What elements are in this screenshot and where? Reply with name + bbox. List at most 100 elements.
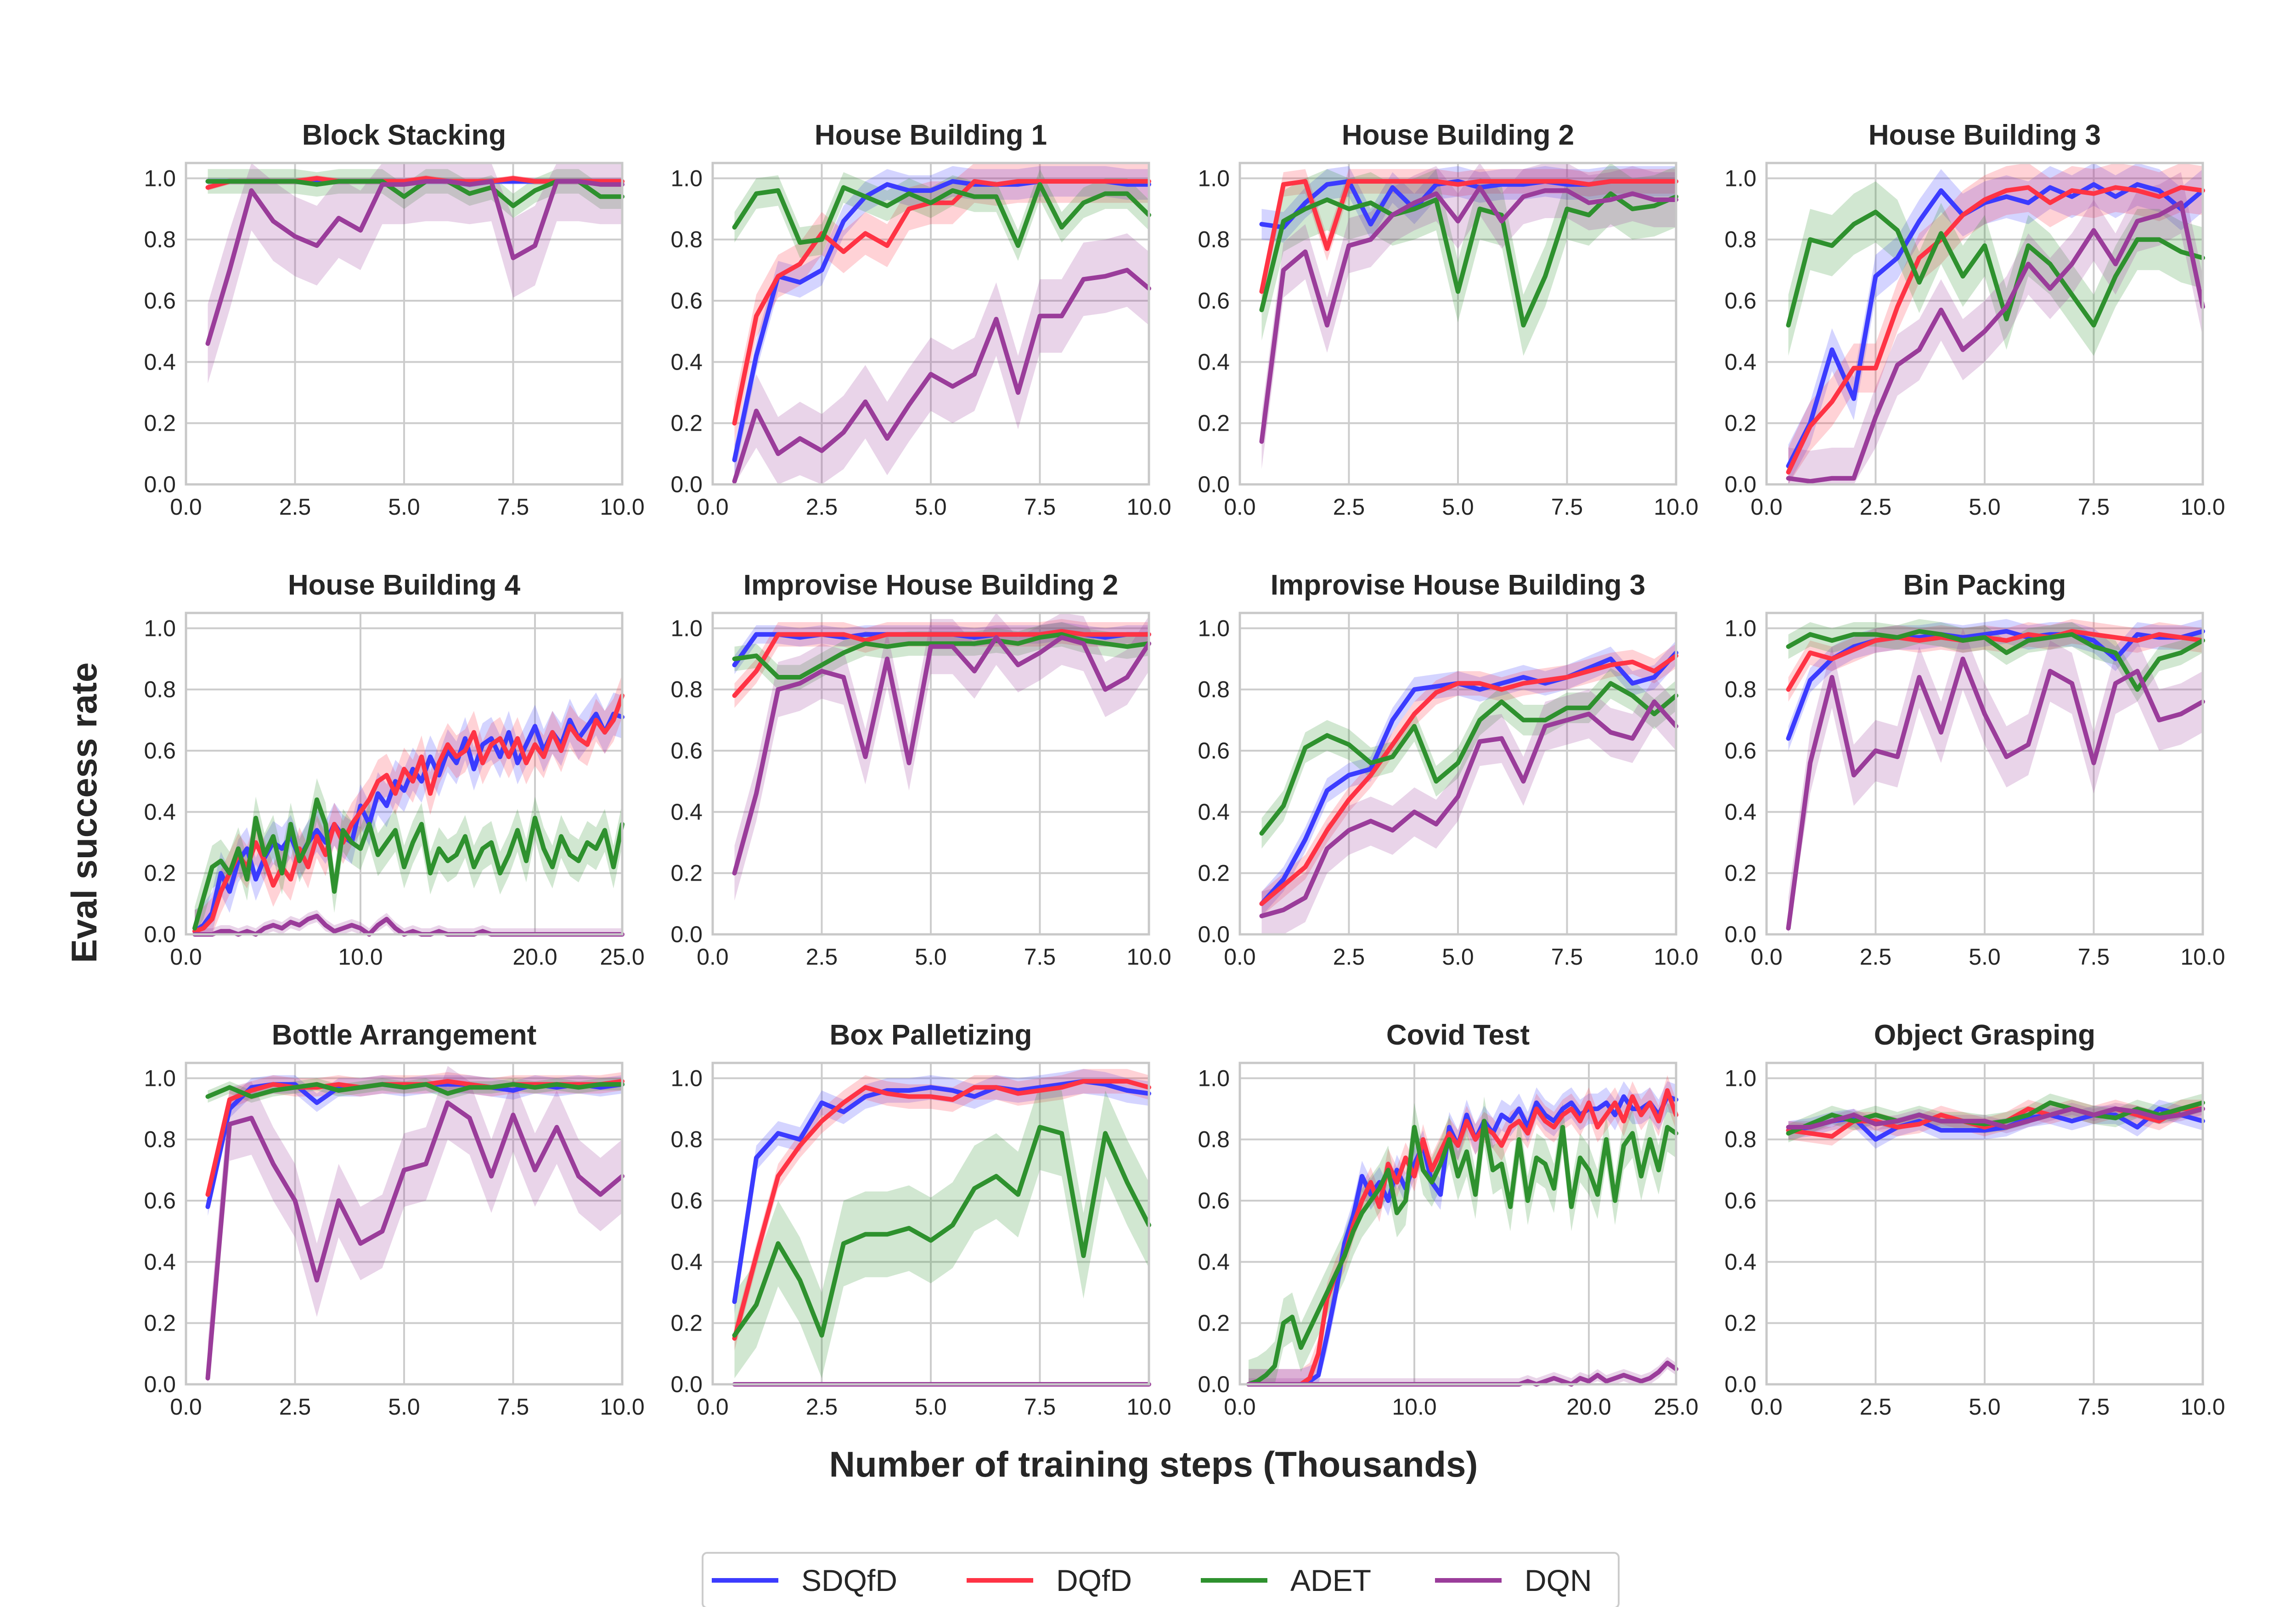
- panel-title: Box Palletizing: [830, 1019, 1032, 1051]
- series-line-dqfd: [732, 1079, 1151, 1341]
- x-tick-label: 5.0: [1969, 494, 2001, 520]
- panel-title: Bin Packing: [1903, 569, 2066, 601]
- y-tick-label: 0.6: [1198, 738, 1230, 764]
- series-line-dqfd: [732, 629, 1151, 698]
- legend-label: ADET: [1290, 1563, 1371, 1597]
- panel-house-building-2: 0.0 0.2 0.4 0.6 0.8 1.0 0.0 2.5 5.0 7.5 10.0 House …: [1198, 119, 1698, 520]
- band-dqn: [1261, 677, 1676, 934]
- x-tick-label: 7.5: [1551, 944, 1583, 970]
- x-tick-label: 2.5: [1860, 944, 1892, 970]
- legend-entry-adet: ADET: [1201, 1563, 1371, 1597]
- plot-frame: [1238, 1062, 1677, 1386]
- y-tick-label: 0.2: [144, 1310, 176, 1336]
- x-tick-label: 5.0: [388, 1394, 420, 1420]
- y-tick-label: 0.6: [670, 288, 703, 314]
- series-line-dqn: [205, 1100, 625, 1381]
- panel-title: Improvise House Building 3: [1271, 569, 1645, 601]
- panel-title: House Building 3: [1868, 119, 2101, 151]
- legend-label: DQfD: [1056, 1563, 1132, 1597]
- series-line-sdqfd: [1786, 182, 2205, 468]
- panel-title: House Building 1: [815, 119, 1047, 151]
- y-tick-label: 0.4: [1198, 349, 1230, 375]
- y-tick-label: 0.0: [1724, 1371, 1756, 1397]
- x-tick-label: 10.0: [1654, 494, 1698, 520]
- x-tick-label: 25.0: [1654, 1394, 1698, 1420]
- panel-bin-packing: 0.0 0.2 0.4 0.6 0.8 1.0 0.0 2.5 5.0 7.5 10.0 Bin Pa…: [1724, 569, 2225, 970]
- y-tick-label: 1.0: [670, 615, 703, 641]
- series-line-adet: [205, 1082, 625, 1099]
- y-tick-label: 1.0: [1724, 165, 1756, 191]
- x-tick-label: 7.5: [497, 1394, 529, 1420]
- y-tick-label: 1.0: [670, 1065, 703, 1091]
- band-dqn: [208, 163, 622, 383]
- panel-box-palletizing: 0.0 0.2 0.4 0.6 0.8 1.0 0.0 2.5 5.0 7.5 10.0 Box Pa…: [670, 1019, 1171, 1420]
- band-dqn: [734, 613, 1149, 901]
- plot-frame: [185, 162, 624, 486]
- y-tick-label: 0.8: [670, 677, 703, 702]
- x-tick-label: 0.0: [1750, 1394, 1783, 1420]
- y-tick-label: 1.0: [1198, 1065, 1230, 1091]
- y-tick-label: 0.4: [1724, 1249, 1756, 1275]
- series-line-dqn: [732, 635, 1151, 876]
- plot-frame: [185, 1062, 624, 1386]
- series-line-adet: [1786, 629, 2205, 692]
- y-tick-label: 0.4: [1724, 349, 1756, 375]
- series-line-adet: [732, 1125, 1151, 1338]
- y-tick-label: 0.0: [1198, 921, 1230, 947]
- panel-title: Object Grasping: [1874, 1019, 2095, 1051]
- band-sdqfd: [1249, 1081, 1676, 1384]
- x-tick-label: 5.0: [915, 944, 947, 970]
- x-tick-label: 2.5: [806, 944, 838, 970]
- x-tick-label: 10.0: [1126, 944, 1171, 970]
- y-tick-label: 0.4: [1198, 799, 1230, 825]
- x-tick-label: 0.0: [1750, 494, 1783, 520]
- subplot-grid: 0.0 0.2 0.4 0.6 0.8 1.0 0.0 2.5 5.0 7.5 10.0 Block …: [144, 119, 2225, 1420]
- y-tick-label: 0.6: [144, 738, 176, 764]
- y-tick-label: 0.8: [670, 227, 703, 253]
- y-tick-label: 0.4: [1724, 799, 1756, 825]
- y-tick-label: 0.0: [670, 472, 703, 497]
- plot-frame: [1238, 612, 1677, 936]
- y-tick-label: 0.2: [670, 410, 703, 436]
- panel-title: Covid Test: [1386, 1019, 1530, 1051]
- legend-box: [702, 1552, 1620, 1607]
- x-tick-label: 2.5: [1860, 1394, 1892, 1420]
- y-tick-label: 0.2: [144, 410, 176, 436]
- y-tick-label: 0.6: [144, 1188, 176, 1214]
- y-axis-label: Eval success rate: [64, 663, 104, 963]
- panel-improvise-house-building-3: 0.0 0.2 0.4 0.6 0.8 1.0 0.0 2.5 5.0 7.5 10.0 Improv…: [1198, 569, 1698, 970]
- panel-bottle-arrangement: 0.0 0.2 0.4 0.6 0.8 1.0 0.0 2.5 5.0 7.5 10.0 Bottle…: [144, 1019, 644, 1420]
- y-tick-label: 0.0: [1724, 921, 1756, 947]
- x-tick-label: 10.0: [2180, 494, 2225, 520]
- band-dqn: [734, 233, 1149, 484]
- band-adet: [1261, 668, 1676, 849]
- x-tick-label: 5.0: [388, 494, 420, 520]
- series-line-dqn: [205, 179, 625, 346]
- x-tick-label: 10.0: [2180, 944, 2225, 970]
- x-tick-label: 2.5: [806, 494, 838, 520]
- panel-title: Improvise House Building 2: [743, 569, 1118, 601]
- x-tick-label: 10.0: [1126, 1394, 1171, 1420]
- y-tick-label: 1.0: [144, 1065, 176, 1091]
- x-tick-label: 7.5: [1024, 944, 1056, 970]
- y-tick-label: 0.8: [1724, 227, 1756, 253]
- x-tick-label: 7.5: [1024, 494, 1056, 520]
- x-tick-label: 0.0: [1224, 944, 1256, 970]
- y-tick-label: 0.0: [144, 921, 176, 947]
- series-line-dqfd: [1259, 653, 1678, 906]
- y-tick-label: 0.2: [144, 860, 176, 886]
- plot-frame: [1765, 162, 2204, 486]
- x-tick-label: 7.5: [1024, 1394, 1056, 1420]
- x-tick-label: 0.0: [697, 1394, 729, 1420]
- band-dqn: [1249, 1357, 1676, 1384]
- y-tick-label: 0.6: [670, 738, 703, 764]
- y-tick-label: 0.6: [670, 1188, 703, 1214]
- x-tick-label: 10.0: [600, 1394, 644, 1420]
- plot-frame: [711, 612, 1150, 936]
- y-tick-label: 0.0: [144, 1371, 176, 1397]
- panel-object-grasping: 0.0 0.2 0.4 0.6 0.8 1.0 0.0 2.5 5.0 7.5 10.0 Object…: [1724, 1019, 2225, 1420]
- series-line-dqfd: [1786, 629, 2205, 692]
- plot-frame: [1765, 612, 2204, 936]
- plot-frame: [185, 612, 624, 936]
